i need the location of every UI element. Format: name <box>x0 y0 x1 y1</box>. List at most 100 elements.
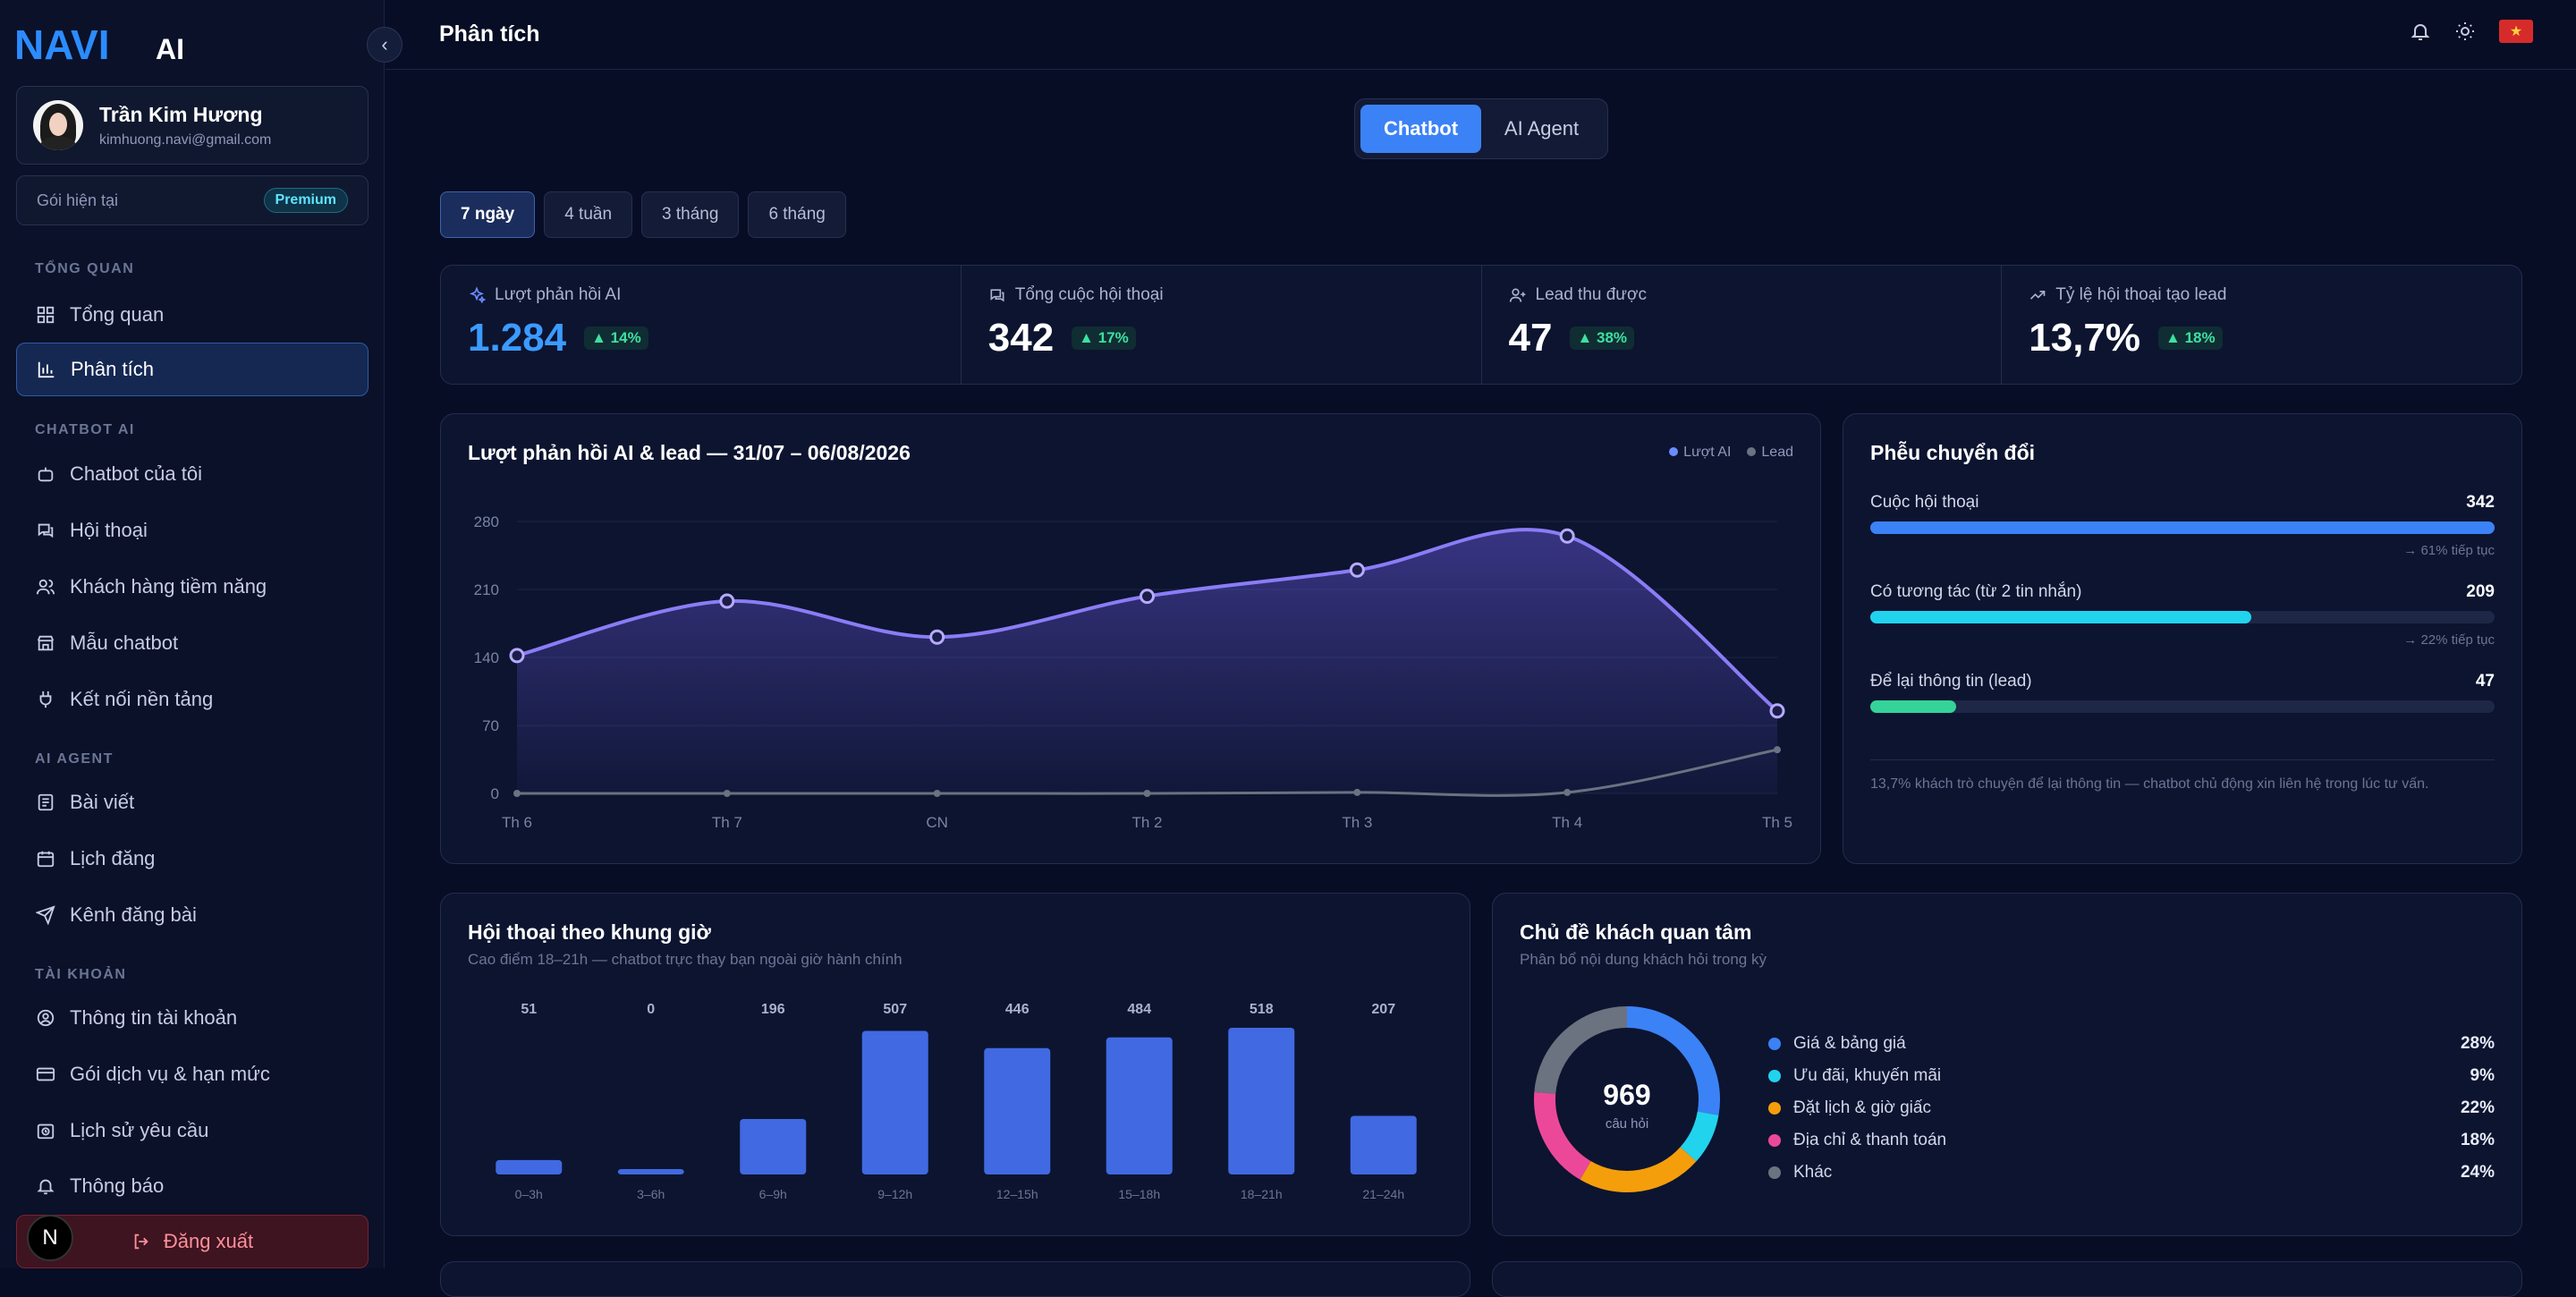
kpi-delta: ▲ 38% <box>1570 326 1635 350</box>
funnel-card: Phễu chuyển đổi Cuộc hội thoại 342 → 61% … <box>1843 413 2522 864</box>
x-tick-label: CN <box>926 814 948 831</box>
sidebar-item-label: Chatbot của tôi <box>70 462 202 485</box>
sparkle-icon <box>469 286 486 304</box>
topic-label: Ưu đãi, khuyến mãi <box>1793 1066 1942 1085</box>
period-4-weeks[interactable]: 4 tuần <box>544 191 633 238</box>
period-3-months[interactable]: 3 tháng <box>641 191 740 238</box>
sidebar-item-schedule[interactable]: Lịch đăng <box>16 832 369 886</box>
x-tick-label: Th 5 <box>1762 814 1792 831</box>
sidebar-item-account-info[interactable]: Thông tin tài khoản <box>16 991 369 1045</box>
funnel-note: → 22% tiếp tục <box>2403 632 2495 648</box>
next-card <box>1492 1261 2522 1297</box>
funnel-bar <box>1870 700 2495 713</box>
topic-label: Giá & bảng giá <box>1793 1034 1906 1053</box>
topics-card: Chủ đề khách quan tâm Phân bổ nội dung k… <box>1492 893 2522 1236</box>
x-tick-label: Th 7 <box>712 814 742 831</box>
n-badge[interactable]: N <box>27 1215 73 1261</box>
topic-percent: 22% <box>2460 1098 2495 1117</box>
card-title: Phễu chuyển đổi <box>1870 441 2036 464</box>
period-7-days[interactable]: 7 ngày <box>440 191 536 238</box>
tab-chatbot[interactable]: Chatbot <box>1360 105 1481 153</box>
collapse-sidebar-button[interactable]: ‹ <box>367 27 402 63</box>
tab-ai-agent[interactable]: AI Agent <box>1504 117 1580 140</box>
history-icon <box>37 1123 55 1140</box>
topic-percent: 18% <box>2460 1131 2495 1149</box>
bar <box>496 1159 563 1174</box>
logout-button[interactable]: Đăng xuất <box>16 1215 369 1268</box>
sidebar-item-label: Tổng quan <box>70 303 165 326</box>
funnel-bar-fill <box>1870 700 1956 713</box>
brand-logo[interactable]: NAVI AI <box>14 18 193 68</box>
funnel-label: Cuộc hội thoại <box>1870 493 1979 512</box>
page-title: Phân tích <box>439 21 540 47</box>
topic-legend-item: Khác 24% <box>1768 1157 2495 1189</box>
x-tick-label: Th 2 <box>1131 814 1162 831</box>
topic-percent: 9% <box>2470 1066 2495 1085</box>
bar-category-label: 12–15h <box>996 1187 1038 1201</box>
calendar-icon <box>37 851 55 868</box>
topic-legend-item: Ưu đãi, khuyến mãi 9% <box>1768 1060 2495 1092</box>
donut-slice <box>1534 1006 1628 1095</box>
plan-badge: Premium <box>263 188 348 213</box>
legend-dot <box>1768 1038 1781 1050</box>
sidebar-item-leads[interactable]: Khách hàng tiềm năng <box>16 560 369 614</box>
legend-dot <box>1768 1166 1781 1179</box>
current-plan[interactable]: Gói hiện tại Premium <box>16 175 369 225</box>
sidebar-item-channels[interactable]: Kênh đăng bài <box>16 888 369 942</box>
lead-point <box>1143 790 1151 797</box>
card-subtitle: Cao điểm 18–21h — chatbot trực thay bạn … <box>468 951 902 968</box>
lead-point <box>1774 746 1781 754</box>
bar-value-label: 518 <box>1250 1002 1274 1017</box>
topic-label: Đặt lịch & giờ giấc <box>1793 1098 1931 1117</box>
sidebar-item-billing[interactable]: Gói dịch vụ & hạn mức <box>16 1047 369 1101</box>
sidebar-item-articles[interactable]: Bài viết <box>16 776 369 829</box>
user-email: kimhuong.navi@gmail.com <box>99 131 272 148</box>
legend-item: Lượt AI <box>1669 445 1731 461</box>
period-6-months[interactable]: 6 tháng <box>748 191 846 238</box>
kpi-label: Tỷ lệ hội thoại tạo lead <box>2055 285 2227 304</box>
sidebar-item-label: Kênh đăng bài <box>70 903 197 926</box>
sidebar-item-analytics[interactable]: Phân tích <box>16 343 369 396</box>
card-subtitle: Phân bổ nội dung khách hỏi trong kỳ <box>1520 951 1767 968</box>
bar-category-label: 18–21h <box>1241 1187 1283 1201</box>
kpi-value: 1.284 <box>468 316 567 360</box>
sidebar-item-my-chatbot[interactable]: Chatbot của tôi <box>16 447 369 501</box>
legend-dot <box>1768 1070 1781 1082</box>
user-card[interactable]: Trần Kim Hương kimhuong.navi@gmail.com <box>16 86 369 165</box>
lead-point <box>933 790 941 797</box>
sidebar-item-label: Mẫu chatbot <box>70 632 179 654</box>
bell-icon[interactable] <box>2410 21 2431 42</box>
funnel-footnote: 13,7% khách trò chuyện để lại thông tin … <box>1870 759 2495 793</box>
legend-dot <box>1768 1102 1781 1115</box>
topic-percent: 28% <box>2460 1034 2495 1053</box>
chat-icon <box>38 523 54 538</box>
sidebar-item-integrations[interactable]: Kết nối nền tảng <box>16 673 369 726</box>
sidebar-item-notifications[interactable]: Thông báo <box>16 1159 369 1213</box>
sun-icon[interactable] <box>2454 21 2476 42</box>
ai-point <box>1140 589 1155 605</box>
kpi-delta: ▲ 14% <box>584 326 648 350</box>
vietnam-flag-icon[interactable]: ★ <box>2499 20 2533 43</box>
sidebar-item-request-history[interactable]: Lịch sử yêu cầu <box>16 1104 369 1157</box>
bar-category-label: 9–12h <box>877 1187 912 1201</box>
sidebar-item-templates[interactable]: Mẫu chatbot <box>16 616 369 670</box>
sidebar-item-conversations[interactable]: Hội thoại <box>16 504 369 557</box>
y-tick-label: 210 <box>474 581 499 598</box>
lead-point <box>723 790 731 797</box>
donut-slice <box>1534 1091 1591 1180</box>
bar-chart-icon <box>38 361 55 378</box>
donut-slice <box>1680 1111 1719 1162</box>
bar-category-label: 21–24h <box>1362 1187 1404 1201</box>
bar-category-label: 3–6h <box>637 1187 665 1201</box>
bar <box>1350 1115 1417 1174</box>
card-title: Hội thoại theo khung giờ <box>468 920 711 944</box>
bar-value-label: 0 <box>647 1002 655 1017</box>
topic-legend-item: Địa chỉ & thanh toán 18% <box>1768 1124 2495 1157</box>
user-circle-icon <box>37 1009 55 1027</box>
lead-point <box>513 790 521 797</box>
ai-area <box>517 530 1777 793</box>
sidebar-item-overview[interactable]: Tổng quan <box>16 288 369 342</box>
kpi-value: 47 <box>1508 316 1553 360</box>
sidebar-item-label: Lịch sử yêu cầu <box>70 1119 209 1141</box>
mode-toggle: Chatbot AI Agent <box>1354 98 1608 159</box>
